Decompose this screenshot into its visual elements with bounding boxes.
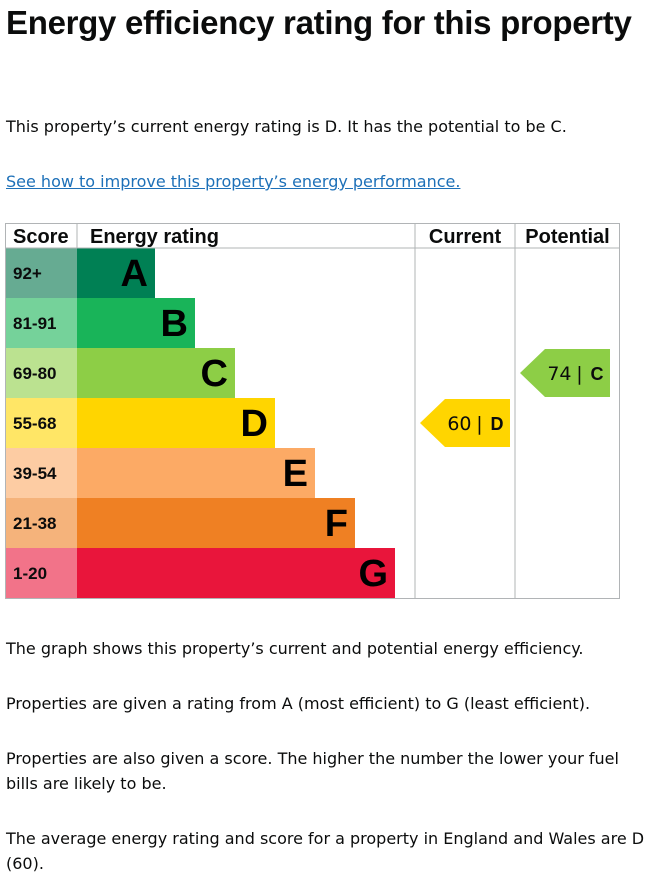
score-range-g: 1-20 (13, 564, 47, 583)
note-graph: The graph shows this property’s current … (6, 639, 584, 658)
rating-letter-d: D (241, 403, 268, 445)
epc-chart-svg: Score Energy rating Current Potential 92+ A 81… (5, 223, 620, 599)
score-cell-c (5, 348, 77, 398)
rating-bar-c (77, 348, 235, 398)
intro-text: This property’s current energy rating is… (6, 117, 567, 136)
rating-letter-a: A (121, 253, 148, 295)
epc-chart: Score Energy rating Current Potential 92+ A 81… (5, 223, 620, 599)
potential-score-letter: C (591, 364, 604, 384)
score-range-c: 69-80 (13, 364, 56, 383)
header-potential: Potential (525, 226, 609, 248)
score-cell-f (5, 498, 77, 548)
current-rating-arrow (420, 399, 510, 447)
current-score-letter: D (491, 414, 504, 434)
current-score-value: 60 (447, 413, 471, 435)
chart-border (5, 223, 620, 599)
rating-letter-f: F (325, 503, 348, 545)
score-range-e: 39-54 (13, 464, 57, 483)
rating-letter-c: C (201, 353, 228, 395)
rating-bar-b (77, 298, 195, 348)
score-range-d: 55-68 (13, 414, 56, 433)
header-energy-rating: Energy rating (90, 226, 219, 248)
score-range-a: 92+ (13, 264, 42, 283)
improve-performance-link[interactable]: See how to improve this property’s energ… (6, 172, 461, 191)
score-cell-d (5, 398, 77, 448)
score-range-f: 21-38 (13, 514, 56, 533)
score-cell-e (5, 448, 77, 498)
rating-letter-g: G (358, 553, 388, 595)
rating-bar-e (77, 448, 315, 498)
note-score: Properties are also given a score. The h… (6, 749, 619, 793)
improve-link-row: See how to improve this property’s energ… (6, 169, 646, 194)
rating-bar-g (77, 548, 395, 598)
note-average: The average energy rating and score for … (6, 829, 645, 873)
score-cell-b (5, 298, 77, 348)
rating-letter-e: E (283, 453, 308, 495)
rating-letter-b: B (161, 303, 188, 345)
score-cell-g (5, 548, 77, 598)
potential-score-value: 74 (547, 363, 571, 385)
rating-bar-a (77, 248, 155, 298)
note-rating-range: Properties are given a rating from A (mo… (6, 694, 591, 713)
potential-rating-arrow (520, 349, 610, 397)
rating-bar-f (77, 498, 355, 548)
score-range-b: 81-91 (13, 314, 56, 333)
potential-separator: | (576, 363, 582, 385)
rating-bar-d (77, 398, 275, 448)
score-cell-a (5, 248, 77, 298)
header-score: Score (13, 226, 69, 248)
header-current: Current (429, 226, 502, 248)
current-separator: | (476, 413, 482, 435)
page-title: Energy efficiency rating for this proper… (6, 4, 632, 41)
